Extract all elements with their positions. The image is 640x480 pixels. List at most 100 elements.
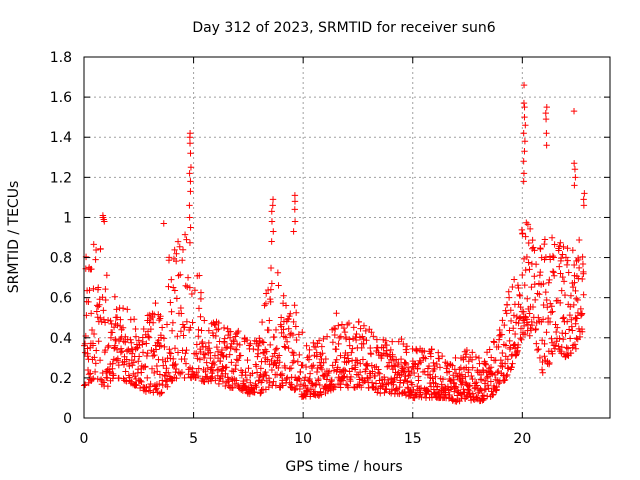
data-point [374, 389, 381, 396]
data-point [253, 363, 260, 370]
data-point [135, 358, 142, 365]
data-point [504, 356, 512, 363]
data-point [88, 265, 95, 273]
data-point [421, 368, 428, 375]
data-point [201, 317, 208, 324]
data-point [253, 338, 260, 345]
y-tick-label: 0.8 [50, 251, 72, 267]
data-point [546, 276, 553, 284]
data-point [290, 228, 297, 235]
data-point [557, 299, 564, 307]
data-point [483, 374, 491, 382]
data-point [310, 362, 317, 369]
data-point [278, 370, 286, 378]
data-point [496, 378, 503, 386]
data-point [313, 353, 321, 360]
data-point [124, 306, 131, 313]
data-point [563, 261, 571, 269]
data-point [458, 371, 466, 378]
data-point [130, 316, 138, 323]
data-point [224, 325, 231, 332]
data-point [373, 336, 381, 343]
data-point [296, 375, 303, 383]
data-point [188, 290, 196, 298]
data-point [187, 224, 194, 231]
data-point [425, 387, 432, 395]
data-point [392, 386, 400, 393]
data-point [443, 360, 451, 367]
data-point [370, 333, 377, 340]
data-point [347, 373, 355, 381]
data-point [521, 138, 529, 145]
data-point [104, 383, 112, 390]
data-point [575, 236, 583, 244]
data-point [186, 239, 194, 246]
data-point [430, 359, 437, 367]
data-point [369, 368, 376, 375]
data-point [438, 352, 446, 360]
data-point [517, 335, 524, 342]
data-point [528, 321, 536, 329]
data-point [352, 336, 360, 344]
data-point [433, 360, 440, 368]
data-point [266, 317, 273, 324]
data-point [197, 289, 205, 296]
data-point [85, 371, 93, 378]
data-point [90, 285, 97, 292]
data-point [292, 309, 300, 316]
data-point [107, 317, 114, 325]
data-point [559, 336, 567, 343]
data-point [171, 287, 179, 294]
data-point [268, 218, 276, 225]
data-point [568, 316, 575, 323]
data-point [211, 361, 218, 369]
x-tick-label: 0 [80, 431, 89, 447]
data-point [318, 343, 326, 350]
data-point [207, 349, 214, 356]
data-point [193, 369, 200, 376]
data-point [269, 196, 277, 203]
data-point [368, 329, 375, 336]
data-point [524, 295, 531, 302]
data-point [574, 296, 581, 304]
data-point [480, 395, 488, 402]
data-point [413, 346, 420, 354]
data-point [138, 378, 145, 386]
data-point [556, 263, 563, 270]
data-point [360, 335, 367, 343]
data-point [157, 334, 165, 341]
data-point [184, 274, 192, 281]
data-point [382, 385, 389, 393]
data-point [206, 345, 213, 352]
data-point [538, 337, 546, 344]
data-point [144, 349, 151, 357]
data-point [403, 343, 411, 350]
data-point [88, 326, 96, 334]
data-point [268, 238, 275, 245]
data-point [541, 340, 548, 348]
data-point [541, 353, 548, 360]
data-point [296, 385, 304, 393]
data-point [259, 338, 266, 346]
data-point [87, 310, 95, 317]
data-point [529, 236, 536, 244]
data-point [503, 301, 511, 308]
data-point [520, 99, 528, 107]
data-point [289, 331, 297, 339]
data-point [562, 330, 569, 337]
x-tick-label: 15 [404, 431, 422, 447]
data-point [153, 362, 161, 370]
data-point [273, 345, 281, 352]
data-point [501, 377, 508, 384]
data-point [503, 310, 510, 317]
data-point [542, 254, 550, 261]
data-point [541, 240, 548, 248]
data-point [290, 357, 298, 365]
data-point [92, 256, 99, 263]
data-point [531, 273, 538, 280]
data-point [173, 295, 181, 302]
data-point [142, 388, 150, 395]
data-point [482, 361, 490, 368]
data-point [285, 325, 292, 332]
data-point [515, 319, 522, 327]
